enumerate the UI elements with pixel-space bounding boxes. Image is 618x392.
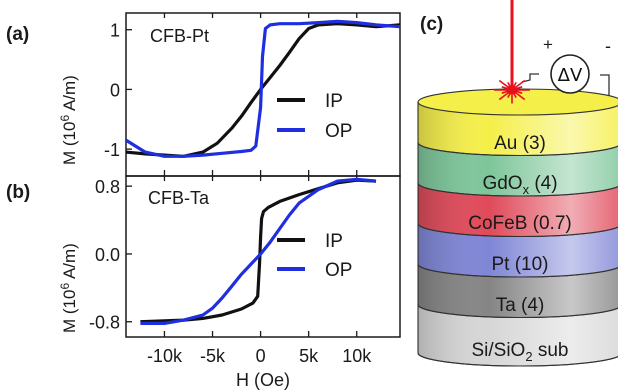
- layer-stack: [417, 88, 618, 367]
- plot-b: 0.8 0.0 -0.8 CFB-Ta IP OP M (106 A/m): [58, 175, 401, 338]
- x-axis-label: H (Oe): [236, 370, 290, 390]
- layer-2: [417, 182, 618, 238]
- series-line-op: [140, 177, 377, 325]
- voltmeter-label: ΔV: [558, 65, 583, 86]
- plot-a-yticks: 1 0 -1: [104, 13, 358, 176]
- layer-label-gdox: GdOx (4): [482, 173, 557, 197]
- xtick-label: 0: [256, 346, 266, 366]
- legend-a-ip-label: IP: [325, 91, 343, 112]
- layer-label-cofeb: CoFeB (0.7): [468, 213, 571, 234]
- layer-2-shine: [418, 183, 618, 237]
- layer-3: [417, 222, 618, 278]
- layer-4-shine: [418, 264, 618, 318]
- layer-1: [417, 141, 618, 197]
- layer-5-edge: [417, 352, 618, 367]
- layer-label-pt: Pt (10): [491, 254, 548, 275]
- layer-4: [417, 263, 618, 319]
- ytick-label: 0.8: [95, 177, 120, 197]
- xtick-label: 5k: [299, 346, 319, 366]
- plot-a: 1 0 -1 CFB-Pt IP OP M (106 A/m): [58, 12, 401, 177]
- layer-2-edge: [417, 223, 618, 238]
- layer-4-edge: [417, 304, 618, 319]
- layer-0-shine: [418, 102, 618, 156]
- layer-0-edge: [417, 142, 618, 157]
- series-line-op: [126, 19, 400, 158]
- plot-b-series: [140, 177, 377, 325]
- layer-label-ta: Ta (4): [496, 295, 545, 316]
- layer-1-shine: [418, 142, 618, 196]
- ytick-label: 0: [110, 80, 120, 100]
- ytick-label: -0.8: [89, 313, 120, 333]
- laser-spot-icon: [494, 76, 530, 104]
- laser-core: [506, 85, 518, 95]
- voltmeter-icon: [550, 54, 590, 94]
- legend-b-ip-label: IP: [325, 231, 343, 252]
- layer-5: [417, 303, 618, 367]
- layer-label-substrate: Si/SiO2 sub: [471, 340, 568, 364]
- plot-a-series: [126, 19, 400, 158]
- panel-label-a: (a): [6, 24, 29, 45]
- plot-b-legend: IP OP: [277, 231, 352, 281]
- plot-b-ylabel: M (106 A/m): [58, 243, 79, 333]
- plot-a-ylabel: M (106 A/m): [58, 75, 79, 165]
- x-axis-ticks: -10k -5k 0 5k 10k: [147, 346, 372, 366]
- legend-b-op-label: OP: [325, 260, 352, 281]
- xtick-label: -5k: [200, 346, 226, 366]
- ytick-label: 1: [110, 21, 120, 41]
- layer-0: [417, 101, 618, 157]
- plot-b-frame: [125, 175, 401, 338]
- layer-5-shine: [418, 304, 618, 366]
- device-schematic: Au (3) GdOx (4) CoFeB (0.7) Pt (10) Ta (…: [417, 0, 618, 367]
- minus-sign: -: [605, 36, 611, 56]
- plus-sign: +: [543, 35, 553, 54]
- layer-label-au: Au (3): [494, 133, 546, 154]
- layer-3-edge: [417, 263, 618, 278]
- plot-b-title: CFB-Ta: [148, 188, 210, 208]
- ytick-label: 0.0: [95, 245, 120, 265]
- panel-label-c: (c): [420, 14, 443, 35]
- xtick-label: -10k: [147, 346, 183, 366]
- plot-a-title: CFB-Pt: [150, 26, 209, 46]
- layer-1-edge: [417, 182, 618, 197]
- plot-a-legend: IP OP: [277, 91, 352, 142]
- ytick-label: -1: [104, 140, 120, 160]
- panel-label-b: (b): [6, 182, 30, 203]
- layer-3-shine: [418, 223, 618, 277]
- legend-a-op-label: OP: [325, 121, 352, 142]
- xtick-label: 10k: [342, 346, 372, 366]
- plot-b-yticks: 0.8 0.0 -0.8: [89, 176, 358, 337]
- top-face: [417, 88, 618, 116]
